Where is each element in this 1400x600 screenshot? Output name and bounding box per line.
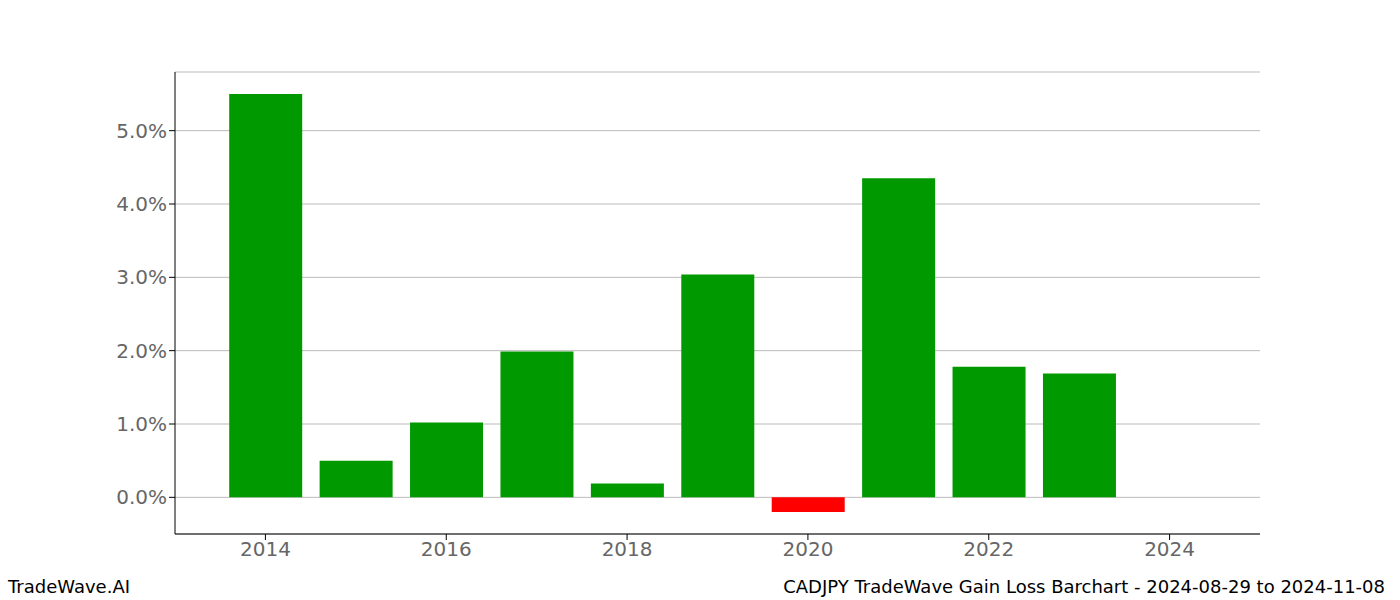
svg-text:2024: 2024 — [1144, 537, 1195, 561]
svg-text:5.0%: 5.0% — [116, 119, 167, 143]
svg-text:4.0%: 4.0% — [116, 192, 167, 216]
svg-text:2020: 2020 — [782, 537, 833, 561]
html-text:CADJPY TradeWave Gain Loss Bar: CADJPY TradeWave Gain Loss Barchart - 20… — [783, 576, 1385, 597]
svg-text:2.0%: 2.0% — [116, 339, 167, 363]
svg-text:3.0%: 3.0% — [116, 265, 167, 289]
svg-text:2016: 2016 — [421, 537, 472, 561]
svg-text:2014: 2014 — [240, 537, 291, 561]
svg-text:2018: 2018 — [602, 537, 653, 561]
html-text:TradeWave.AI: TradeWave.AI — [8, 576, 130, 597]
svg-text:2022: 2022 — [963, 537, 1014, 561]
svg-text:0.0%: 0.0% — [116, 485, 167, 509]
svg-text:1.0%: 1.0% — [116, 412, 167, 436]
